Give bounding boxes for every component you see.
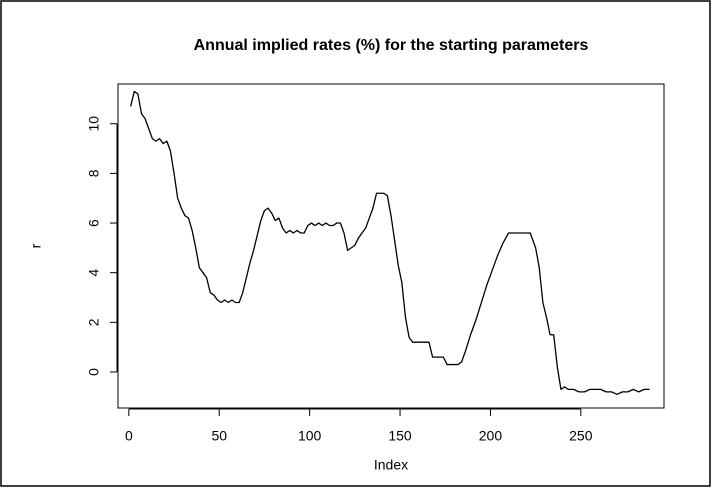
- x-axis-label: Index: [374, 457, 408, 473]
- y-tick-label: 0: [86, 368, 102, 376]
- y-tick-label: 6: [86, 219, 102, 227]
- plot-box: [117, 83, 665, 409]
- y-tick-label: 10: [86, 116, 102, 132]
- x-tick-label: 150: [388, 428, 412, 444]
- x-tick-label: 100: [298, 428, 322, 444]
- x-tick-label: 200: [479, 428, 503, 444]
- y-axis-label: r: [28, 243, 44, 248]
- y-tick-label: 2: [86, 318, 102, 326]
- y-tick-label: 8: [86, 169, 102, 177]
- x-tick-label: 0: [125, 428, 133, 444]
- data-line: [130, 90, 650, 395]
- x-tick-label: 50: [211, 428, 227, 444]
- chart-title: Annual implied rates (%) for the startin…: [194, 37, 589, 54]
- y-tick-label: 4: [86, 269, 102, 277]
- x-tick-label: 250: [569, 428, 593, 444]
